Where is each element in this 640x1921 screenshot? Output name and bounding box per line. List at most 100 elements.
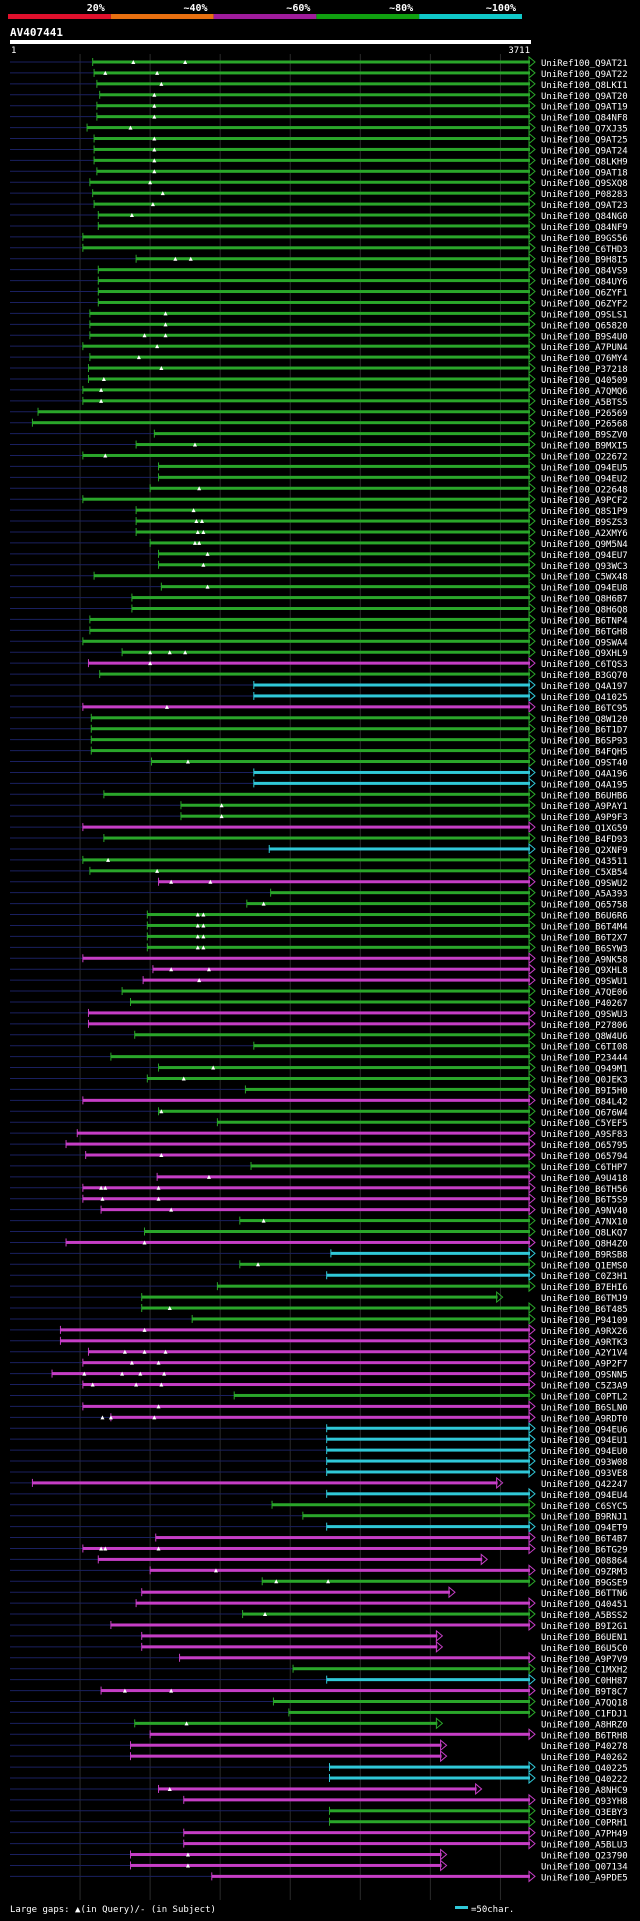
hit-label[interactable]: UniRef100_Q07134 bbox=[541, 1862, 628, 1872]
hit-row[interactable]: UniRef100_Q40451 bbox=[10, 1597, 628, 1610]
hit-label[interactable]: UniRef100_Q9AT20 bbox=[541, 92, 628, 102]
hit-label[interactable]: UniRef100_P40267 bbox=[541, 999, 628, 1009]
hit-label[interactable]: UniRef100_C1MXH2 bbox=[541, 1666, 628, 1676]
hit-row[interactable]: UniRef100_A9SF83 bbox=[10, 1127, 628, 1140]
hit-row[interactable]: UniRef100_Q43511 bbox=[10, 853, 628, 867]
hit-label[interactable]: UniRef100_Q9SWU2 bbox=[541, 879, 628, 889]
hit-label[interactable]: UniRef100_P08283 bbox=[541, 190, 628, 200]
hit-row[interactable]: UniRef100_Q94EU2 bbox=[10, 471, 628, 484]
hit-label[interactable]: UniRef100_C6TI08 bbox=[541, 1043, 628, 1053]
hit-label[interactable]: UniRef100_Q40222 bbox=[541, 1775, 628, 1785]
hit-row[interactable]: UniRef100_Q84NF9 bbox=[10, 219, 628, 233]
hit-label[interactable]: UniRef100_Q42247 bbox=[541, 1480, 628, 1490]
hit-row[interactable]: UniRef100_Q94EU5 bbox=[10, 460, 628, 473]
hit-label[interactable]: UniRef100_P94109 bbox=[541, 1316, 628, 1326]
hit-label[interactable]: UniRef100_Q4A196 bbox=[541, 769, 628, 779]
hit-label[interactable]: UniRef100_Q40225 bbox=[541, 1764, 628, 1774]
hit-label[interactable]: UniRef100_B6SP93 bbox=[541, 737, 628, 747]
hit-label[interactable]: UniRef100_Q84L42 bbox=[541, 1097, 628, 1107]
hit-label[interactable]: UniRef100_Q94EU7 bbox=[541, 551, 628, 561]
hit-label[interactable]: UniRef100_C5WX48 bbox=[541, 573, 628, 583]
hit-row[interactable]: UniRef100_O65795 bbox=[10, 1138, 628, 1151]
hit-label[interactable]: UniRef100_B6UEN1 bbox=[541, 1633, 628, 1643]
hit-label[interactable]: UniRef100_A9RX26 bbox=[541, 1327, 628, 1337]
hit-label[interactable]: UniRef100_C0Z3H1 bbox=[541, 1272, 628, 1282]
hit-row[interactable]: UniRef100_Q84UY6 bbox=[10, 274, 628, 288]
hit-label[interactable]: UniRef100_C6THP7 bbox=[541, 1163, 628, 1173]
hit-row[interactable]: UniRef100_A7QQ18 bbox=[10, 1695, 628, 1709]
hit-label[interactable]: UniRef100_B3GQ70 bbox=[541, 671, 628, 681]
hit-row[interactable]: UniRef100_Q23790 bbox=[10, 1848, 628, 1862]
hit-row[interactable]: UniRef100_A9PDE5 bbox=[10, 1870, 628, 1883]
hit-row[interactable]: UniRef100_B9RSB8 bbox=[10, 1247, 628, 1260]
hit-label[interactable]: UniRef100_C6SYC5 bbox=[541, 1502, 628, 1512]
hit-row[interactable]: UniRef100_B6TGH8 bbox=[10, 624, 628, 637]
hit-label[interactable]: UniRef100_Q8H6Q8 bbox=[541, 606, 628, 616]
hit-row[interactable]: UniRef100_B6U6R6 bbox=[10, 908, 628, 922]
hit-label[interactable]: UniRef100_Q23790 bbox=[541, 1852, 628, 1862]
hit-label[interactable]: UniRef100_A9P9F3 bbox=[541, 813, 628, 823]
hit-row[interactable]: UniRef100_C6TI08 bbox=[10, 1039, 628, 1053]
hit-row[interactable]: UniRef100_A2XMY6 bbox=[10, 525, 628, 539]
hit-label[interactable]: UniRef100_Q43511 bbox=[541, 857, 628, 867]
hit-label[interactable]: UniRef100_Q9SWA4 bbox=[541, 638, 628, 648]
hit-label[interactable]: UniRef100_Q7XJ35 bbox=[541, 125, 628, 135]
hit-row[interactable]: UniRef100_P23444 bbox=[10, 1050, 628, 1064]
hit-label[interactable]: UniRef100_Q8H6B7 bbox=[541, 595, 628, 605]
hit-label[interactable]: UniRef100_B7EHI6 bbox=[541, 1283, 628, 1293]
hit-label[interactable]: UniRef100_Q9SWU3 bbox=[541, 1010, 628, 1020]
hit-row[interactable]: UniRef100_P26568 bbox=[10, 416, 628, 430]
hit-label[interactable]: UniRef100_Q9XHL9 bbox=[541, 649, 628, 659]
hit-label[interactable]: UniRef100_Q8LKH9 bbox=[541, 157, 628, 167]
hit-row[interactable]: UniRef100_Q84NG0 bbox=[10, 208, 628, 222]
hit-label[interactable]: UniRef100_Q41025 bbox=[541, 693, 628, 703]
hit-label[interactable]: UniRef100_A9RTK3 bbox=[541, 1338, 628, 1348]
hit-row[interactable]: UniRef100_Q08864 bbox=[10, 1553, 628, 1566]
hit-label[interactable]: UniRef100_A9P2F7 bbox=[541, 1360, 628, 1370]
hit-row[interactable]: UniRef100_P40267 bbox=[10, 995, 628, 1009]
hit-label[interactable]: UniRef100_A7QMQ6 bbox=[541, 387, 628, 397]
hit-label[interactable]: UniRef100_Q9SXQ8 bbox=[541, 179, 628, 189]
hit-row[interactable]: UniRef100_Q84VS9 bbox=[10, 263, 628, 277]
hit-row[interactable]: UniRef100_B6SYW3 bbox=[10, 941, 628, 954]
hit-row[interactable]: UniRef100_O22672 bbox=[10, 449, 628, 462]
hit-row[interactable]: UniRef100_C1MXH2 bbox=[10, 1662, 628, 1676]
hit-row[interactable]: UniRef100_Q9AT18 bbox=[10, 165, 628, 178]
hit-label[interactable]: UniRef100_P27806 bbox=[541, 1021, 628, 1031]
hit-label[interactable]: UniRef100_A9U418 bbox=[541, 1174, 628, 1184]
hit-row[interactable]: UniRef100_P94109 bbox=[10, 1312, 628, 1326]
hit-label[interactable]: UniRef100_B9T8C7 bbox=[541, 1688, 628, 1698]
hit-row[interactable]: UniRef100_A9RDT0 bbox=[10, 1411, 628, 1424]
hit-label[interactable]: UniRef100_A8HRZ0 bbox=[541, 1720, 628, 1730]
hit-label[interactable]: UniRef100_A9RDT0 bbox=[541, 1414, 628, 1424]
hit-row[interactable]: UniRef100_Q93W08 bbox=[10, 1454, 628, 1468]
hit-row[interactable]: UniRef100_C5XB54 bbox=[10, 864, 628, 878]
hit-row[interactable]: UniRef100_C0PRH1 bbox=[10, 1815, 628, 1829]
hit-row[interactable]: UniRef100_B6UHB6 bbox=[10, 788, 628, 801]
hit-row[interactable]: UniRef100_Q9AT20 bbox=[10, 88, 628, 102]
hit-label[interactable]: UniRef100_B6U6R6 bbox=[541, 912, 628, 922]
hit-row[interactable]: UniRef100_Q9ZRM3 bbox=[10, 1564, 628, 1577]
hit-row[interactable]: UniRef100_Q9AT25 bbox=[10, 132, 628, 146]
hit-row[interactable]: UniRef100_B9GSE9 bbox=[10, 1575, 628, 1588]
hit-row[interactable]: UniRef100_C0HH87 bbox=[10, 1673, 628, 1687]
hit-row[interactable]: UniRef100_A5BTS5 bbox=[10, 394, 628, 408]
hit-row[interactable]: UniRef100_Q41025 bbox=[10, 689, 628, 703]
hit-row[interactable]: UniRef100_Q8LKH9 bbox=[10, 154, 628, 167]
hit-label[interactable]: UniRef100_B9S4U0 bbox=[541, 332, 628, 342]
hit-row[interactable]: UniRef100_O22648 bbox=[10, 482, 628, 495]
hit-row[interactable]: UniRef100_C0Z3H1 bbox=[10, 1269, 628, 1282]
hit-row[interactable]: UniRef100_B6TH56 bbox=[10, 1181, 628, 1195]
hit-label[interactable]: UniRef100_B6TMJ9 bbox=[541, 1294, 628, 1304]
hit-label[interactable]: UniRef100_Q40509 bbox=[541, 376, 628, 386]
hit-label[interactable]: UniRef100_Q0JEK3 bbox=[541, 1075, 628, 1085]
hit-label[interactable]: UniRef100_Q2XNF9 bbox=[541, 846, 628, 856]
hit-label[interactable]: UniRef100_Q9AT19 bbox=[541, 103, 628, 113]
hit-row[interactable]: UniRef100_Q94EU7 bbox=[10, 547, 628, 561]
hit-label[interactable]: UniRef100_C5XB54 bbox=[541, 868, 628, 878]
hit-row[interactable]: UniRef100_A9RTK3 bbox=[10, 1334, 628, 1348]
hit-row[interactable]: UniRef100_Q0JEK3 bbox=[10, 1072, 628, 1085]
hit-label[interactable]: UniRef100_B9RSB8 bbox=[541, 1250, 628, 1260]
hit-row[interactable]: UniRef100_Q42247 bbox=[10, 1476, 628, 1490]
hit-label[interactable]: UniRef100_C1FDJ1 bbox=[541, 1709, 628, 1719]
